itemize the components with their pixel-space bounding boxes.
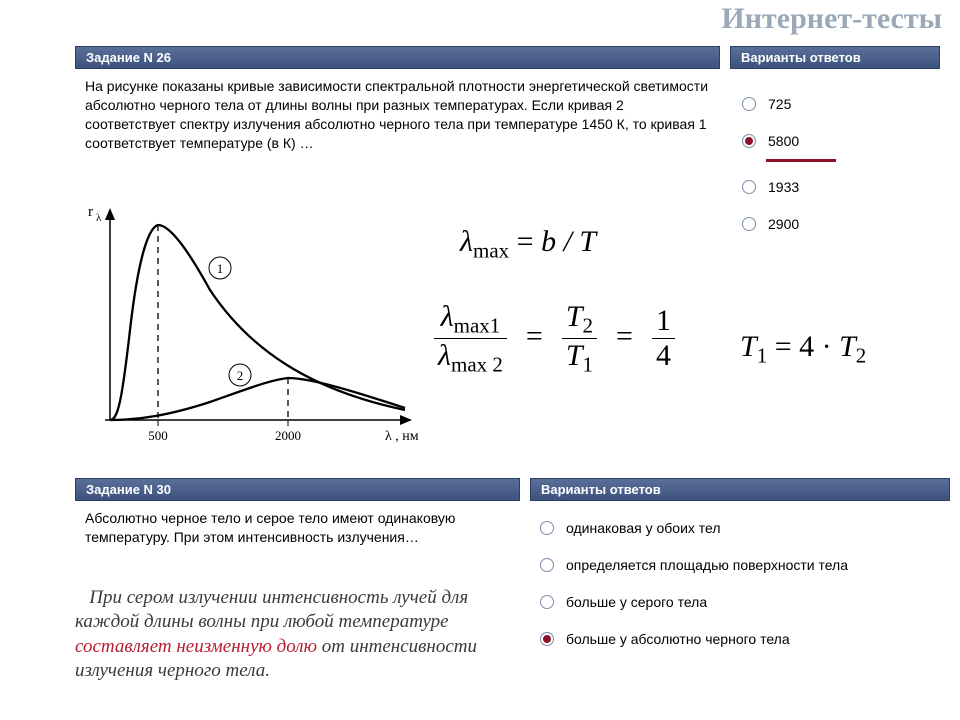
ratio-formula: λmax1 λmax 2 = T2 T1 = 1 4 xyxy=(430,300,679,378)
radio-icon xyxy=(742,134,756,148)
q2-text: Абсолютно черное тело и серое тело имеют… xyxy=(75,501,520,555)
q2-option-2[interactable]: больше у серого тела xyxy=(540,593,940,612)
q1-option-0[interactable]: 725 xyxy=(742,95,930,114)
q1-option-1[interactable]: 5800 xyxy=(742,132,930,151)
result-formula: T1 = 4 · T2 xyxy=(740,330,866,368)
svg-text:2000: 2000 xyxy=(275,428,301,443)
q2-answers-header: Варианты ответов xyxy=(530,478,950,501)
q2-option-label: больше у абсолютно черного тела xyxy=(566,630,790,649)
q2-question-panel: Задание N 30 Абсолютно черное тело и сер… xyxy=(75,478,520,555)
q2-option-label: больше у серого тела xyxy=(566,593,707,612)
radio-icon xyxy=(540,632,554,646)
q1-option-3[interactable]: 2900 xyxy=(742,215,930,234)
q1-option-label: 1933 xyxy=(768,178,799,197)
radio-icon xyxy=(540,558,554,572)
q2-option-label: одинаковая у обоих тел xyxy=(566,519,721,538)
curve-1-label: 1 xyxy=(217,261,224,276)
q1-option-label: 2900 xyxy=(768,215,799,234)
q1-answers-body: 725 5800 1933 2900 xyxy=(730,69,940,260)
svg-text:λ , нм: λ , нм xyxy=(385,429,419,444)
svg-text:λ: λ xyxy=(96,212,102,224)
svg-text:r: r xyxy=(88,204,93,220)
q1-question-panel: Задание N 26 На рисунке показаны кривые … xyxy=(75,46,720,161)
q1-answers-panel: Варианты ответов 725 5800 1933 2900 xyxy=(730,46,940,260)
q1-option-2[interactable]: 1933 xyxy=(742,178,930,197)
q2-option-0[interactable]: одинаковая у обоих тел xyxy=(540,519,940,538)
q1-option-label: 5800 xyxy=(768,132,799,151)
radio-icon xyxy=(742,180,756,194)
q2-option-3[interactable]: больше у абсолютно черного тела xyxy=(540,630,940,649)
q1-header: Задание N 26 xyxy=(75,46,720,69)
radio-icon xyxy=(540,521,554,535)
q2-answers-panel: Варианты ответов одинаковая у обоих тел … xyxy=(530,478,950,663)
radio-icon xyxy=(742,217,756,231)
curve-2-label: 2 xyxy=(237,368,244,383)
wien-formula: λmax = b / T xyxy=(460,225,596,263)
q2-header: Задание N 30 xyxy=(75,478,520,501)
selected-underline xyxy=(766,159,836,162)
q2-option-label: определяется площадью поверхности тела xyxy=(566,556,848,575)
q1-text: На рисунке показаны кривые зависимости с… xyxy=(75,69,720,161)
q1-option-label: 725 xyxy=(768,95,791,114)
blackbody-chart: 1 2 500 2000 λ , нм r λ xyxy=(80,200,420,455)
q2-answers-body: одинаковая у обоих тел определяется площ… xyxy=(530,501,950,663)
gray-body-explanation: При сером излучении интенсивность лучей … xyxy=(75,586,515,683)
chart-svg: 1 2 500 2000 λ , нм r λ xyxy=(80,200,420,450)
slide-title: Интернет-тесты xyxy=(721,2,942,36)
svg-text:500: 500 xyxy=(148,428,168,443)
radio-icon xyxy=(540,595,554,609)
q2-option-1[interactable]: определяется площадью поверхности тела xyxy=(540,556,940,575)
q1-answers-header: Варианты ответов xyxy=(730,46,940,69)
radio-icon xyxy=(742,97,756,111)
